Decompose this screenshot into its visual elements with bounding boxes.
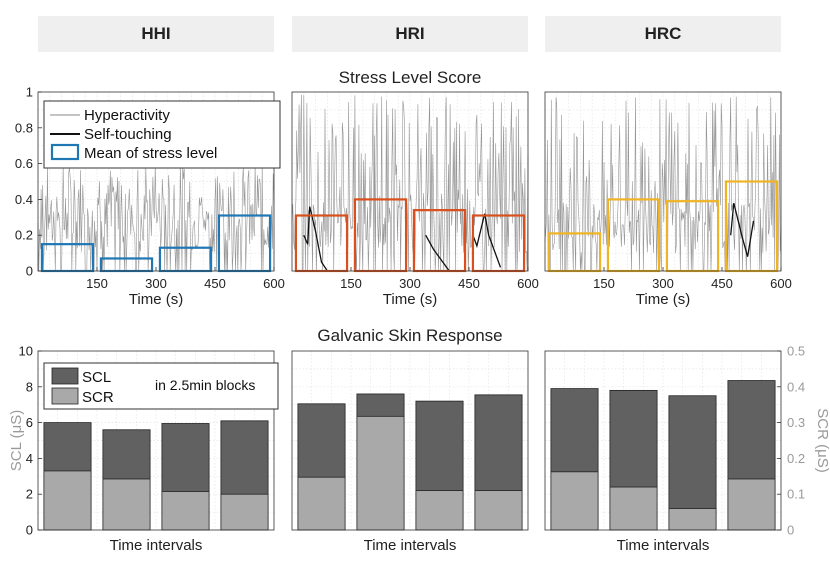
stress-panel-hrc: 150 300 450 600 Time (s) xyxy=(544,91,792,308)
legend-hyperactivity-label: Hyperactivity xyxy=(84,107,170,124)
y-tick-label: 8 xyxy=(26,379,33,394)
self-touching-line xyxy=(730,202,755,257)
gsr-panel-frame xyxy=(37,350,275,531)
scr-bar xyxy=(668,508,717,531)
self-touching-line xyxy=(472,213,502,268)
x-tick-label: 450 xyxy=(711,276,733,291)
y-tick-label: 0 xyxy=(26,264,33,279)
legend-mean-swatch xyxy=(50,143,80,161)
x-tick-label: 300 xyxy=(399,276,421,291)
stress-x-axis-label: Time (s) xyxy=(129,291,183,308)
scr-bar xyxy=(474,490,523,531)
x-tick-label: 150 xyxy=(86,276,108,291)
gsr-x-axis-label: Time intervals xyxy=(617,537,710,554)
y-tick-right-label: 0.2 xyxy=(787,451,805,466)
self-touching-line xyxy=(303,206,328,272)
hyperactivity-trace xyxy=(291,94,529,272)
scr-y-axis-label: SCR (μS) xyxy=(814,408,830,472)
scl-y-axis-label: SCL (μS) xyxy=(8,410,25,471)
x-tick-label: 300 xyxy=(652,276,674,291)
stress-title: Stress Level Score xyxy=(339,68,482,87)
legend-scl-label: SCL xyxy=(82,369,111,386)
legend-box xyxy=(43,362,279,410)
legend-box xyxy=(43,100,281,169)
legend-self-touching-label: Self-touching xyxy=(84,126,172,143)
gsr-panel-frame xyxy=(544,350,782,531)
legend-block-note: in 2.5min blocks xyxy=(155,377,255,393)
scr-bar xyxy=(415,490,464,531)
header-hhi: HHI xyxy=(38,16,274,52)
gsr-title: Galvanic Skin Response xyxy=(317,326,502,345)
scr-bar xyxy=(356,415,405,531)
scr-bar xyxy=(43,470,92,531)
scl-bar xyxy=(668,395,717,531)
scr-bar xyxy=(220,493,269,531)
legend-scl-swatch xyxy=(51,367,79,385)
stress-panel-hri: 150 300 450 600 Time (s) xyxy=(291,91,539,308)
stress-legend: Hyperactivity Self-touching Mean of stress… xyxy=(43,100,281,169)
legend-scr-label: SCR xyxy=(82,389,114,406)
y-tick-label: 0.4 xyxy=(15,192,33,207)
y-tick-right-label: 0.1 xyxy=(787,487,805,502)
y-tick-right-label: 0.4 xyxy=(787,379,805,394)
gsr-legend: SCL SCR in 2.5min blocks xyxy=(43,362,279,410)
y-tick-label: 2 xyxy=(26,487,33,502)
x-tick-label: 600 xyxy=(263,276,285,291)
gsr-panel-hri: Time intervals xyxy=(291,350,529,554)
hyperactivity-trace xyxy=(37,163,275,272)
y-tick-right-label: 0.5 xyxy=(787,344,805,359)
gsr-x-axis-label: Time intervals xyxy=(110,537,203,554)
gsr-panel-frame xyxy=(291,350,529,531)
self-touching-line xyxy=(425,234,450,272)
header-hrc: HRC xyxy=(545,16,781,52)
scr-bar xyxy=(161,491,210,531)
scr-bar xyxy=(297,476,346,531)
y-tick-right-label: 0 xyxy=(787,523,794,538)
x-tick-label: 300 xyxy=(145,276,167,291)
header-hri: HRI xyxy=(292,16,528,52)
y-tick-label: 1 xyxy=(26,85,33,100)
scr-bar xyxy=(102,478,151,531)
scr-bar xyxy=(609,486,658,531)
y-tick-label: 0.8 xyxy=(15,120,33,135)
gsr-x-axis-label: Time intervals xyxy=(364,537,457,554)
y-tick-label: 6 xyxy=(26,415,33,430)
stress-x-axis-label: Time (s) xyxy=(636,291,690,308)
x-tick-label: 150 xyxy=(593,276,615,291)
y-tick-right-label: 0.3 xyxy=(787,415,805,430)
legend-mean-label: Mean of stress level xyxy=(84,145,217,162)
gsr-panel-hrc: Time intervals 0 0.1 0.2 0.3 0.4 0.5 SCR (μS) xyxy=(544,344,830,554)
x-tick-label: 450 xyxy=(458,276,480,291)
scr-bar xyxy=(550,471,599,531)
scr-bar xyxy=(727,478,776,531)
x-tick-label: 600 xyxy=(770,276,792,291)
x-tick-label: 600 xyxy=(517,276,539,291)
x-tick-label: 450 xyxy=(204,276,226,291)
y-tick-label: 0 xyxy=(26,523,33,538)
stress-x-axis-label: Time (s) xyxy=(383,291,437,308)
y-tick-label: 10 xyxy=(19,344,33,359)
y-tick-label: 0.6 xyxy=(15,156,33,171)
x-tick-label: 150 xyxy=(340,276,362,291)
y-tick-label: 0.2 xyxy=(15,228,33,243)
y-tick-label: 4 xyxy=(26,451,33,466)
legend-scr-swatch xyxy=(51,387,79,405)
